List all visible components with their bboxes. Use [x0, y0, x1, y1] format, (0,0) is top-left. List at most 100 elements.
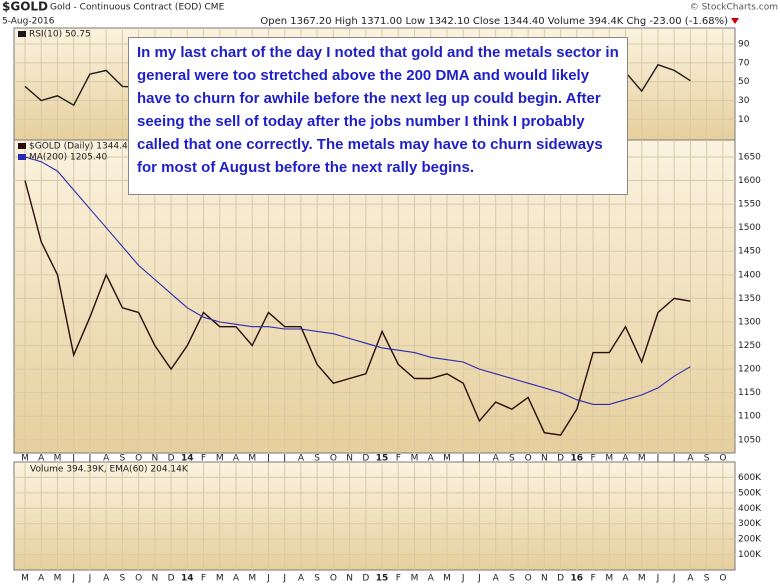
x-tick-label: S — [509, 454, 515, 464]
series-line — [24, 180, 691, 436]
y-tick-label: 400K — [738, 504, 762, 514]
x-tick-label: M — [248, 454, 256, 464]
y-tick-label: 1250 — [738, 341, 761, 351]
x-tick-label: S — [314, 574, 320, 584]
x-tick-label: M — [605, 574, 613, 584]
x-tick-label: J — [477, 574, 481, 584]
x-tick-label: A — [298, 454, 305, 464]
x-tick-label: O — [135, 574, 142, 584]
x-tick-label: F — [396, 454, 401, 464]
x-tick-label: A — [103, 574, 110, 584]
x-tick-label: M — [443, 454, 451, 464]
x-tick-label: J — [656, 454, 660, 464]
x-tick-label: 15 — [376, 574, 389, 584]
x-tick-label: A — [493, 574, 500, 584]
y-tick-label: 1500 — [738, 223, 761, 233]
legend-label: MA(200) 1205.40 — [29, 153, 107, 163]
symbol-name: Gold - Continuous Contract (EOD) CME — [50, 3, 225, 13]
x-tick-label: J — [266, 454, 270, 464]
y-tick-label: 1600 — [738, 176, 761, 186]
legend-label: RSI(10) 50.75 — [29, 30, 91, 40]
x-tick-label: J — [477, 454, 481, 464]
y-tick-label: 500K — [738, 488, 762, 498]
x-tick-label: M — [248, 574, 256, 584]
x-tick-label: M — [21, 454, 29, 464]
x-tick-label: O — [330, 574, 337, 584]
x-tick-label: J — [672, 574, 676, 584]
x-tick-label: A — [233, 454, 240, 464]
x-tick-label: A — [687, 454, 694, 464]
x-tick-label: D — [168, 574, 175, 584]
series-line — [24, 156, 691, 405]
x-tick-label: N — [346, 574, 353, 584]
x-tick-label: O — [330, 454, 337, 464]
panel — [13, 461, 736, 571]
x-tick-label: F — [590, 574, 595, 584]
x-tick-label: 15 — [376, 454, 389, 464]
x-tick-label: M — [54, 454, 62, 464]
date: 5-Aug-2016 — [2, 17, 55, 27]
x-tick-label: S — [704, 454, 710, 464]
x-tick-label: S — [120, 454, 126, 464]
x-tick-label: A — [428, 574, 435, 584]
x-tick-label: 14 — [181, 454, 194, 464]
x-tick-label: F — [201, 454, 206, 464]
x-tick-label: 16 — [571, 574, 584, 584]
x-tick-label: M — [21, 574, 29, 584]
y-tick-label: 50 — [738, 77, 750, 87]
x-tick-label: J — [461, 574, 465, 584]
credit: © StockCharts.com — [690, 3, 778, 13]
x-tick-label: M — [605, 454, 613, 464]
x-tick-label: O — [719, 574, 726, 584]
x-tick-label: J — [282, 574, 286, 584]
x-tick-label: F — [396, 574, 401, 584]
y-tick-label: 30 — [738, 96, 750, 106]
x-tick-label: M — [216, 454, 224, 464]
y-tick-label: 100K — [738, 550, 762, 560]
y-tick-label: 200K — [738, 535, 762, 545]
x-tick-label: S — [509, 574, 515, 584]
y-tick-label: 600K — [738, 473, 762, 483]
x-tick-label: A — [233, 574, 240, 584]
x-tick-label: N — [541, 454, 548, 464]
y-tick-label: 1100 — [738, 412, 761, 422]
x-tick-label: M — [638, 574, 646, 584]
x-tick-label: D — [557, 574, 564, 584]
x-tick-label: A — [38, 574, 45, 584]
x-tick-label: 14 — [181, 574, 194, 584]
x-tick-label: O — [135, 454, 142, 464]
x-tick-label: F — [201, 574, 206, 584]
y-tick-label: 1300 — [738, 317, 761, 327]
x-tick-label: O — [719, 454, 726, 464]
y-tick-label: 1050 — [738, 435, 761, 445]
x-tick-label: F — [590, 454, 595, 464]
x-tick-label: A — [428, 454, 435, 464]
x-tick-label: D — [557, 454, 564, 464]
x-tick-label: J — [71, 574, 75, 584]
legend-swatch — [18, 31, 26, 37]
x-tick-label: 16 — [571, 454, 584, 464]
y-tick-label: 1650 — [738, 152, 761, 162]
x-tick-label: J — [672, 454, 676, 464]
x-tick-label: A — [622, 574, 629, 584]
y-tick-label: 1400 — [738, 270, 761, 280]
x-tick-label: A — [493, 454, 500, 464]
x-tick-label: A — [38, 454, 45, 464]
x-tick-label: J — [88, 454, 92, 464]
x-tick-label: J — [282, 454, 286, 464]
legend-label: $GOLD (Daily) 1344.40 — [29, 142, 134, 152]
y-tick-label: 1550 — [738, 200, 761, 210]
x-tick-label: M — [411, 454, 419, 464]
x-tick-label: J — [656, 574, 660, 584]
x-tick-label: A — [103, 454, 110, 464]
y-tick-label: 70 — [738, 58, 750, 68]
x-tick-label: D — [362, 574, 369, 584]
x-tick-label: N — [151, 574, 158, 584]
legend-swatch — [18, 143, 26, 149]
x-tick-label: D — [362, 454, 369, 464]
x-tick-label: J — [71, 454, 75, 464]
x-tick-label: J — [461, 454, 465, 464]
y-tick-label: 90 — [738, 40, 750, 50]
symbol: $GOLD — [2, 0, 48, 14]
